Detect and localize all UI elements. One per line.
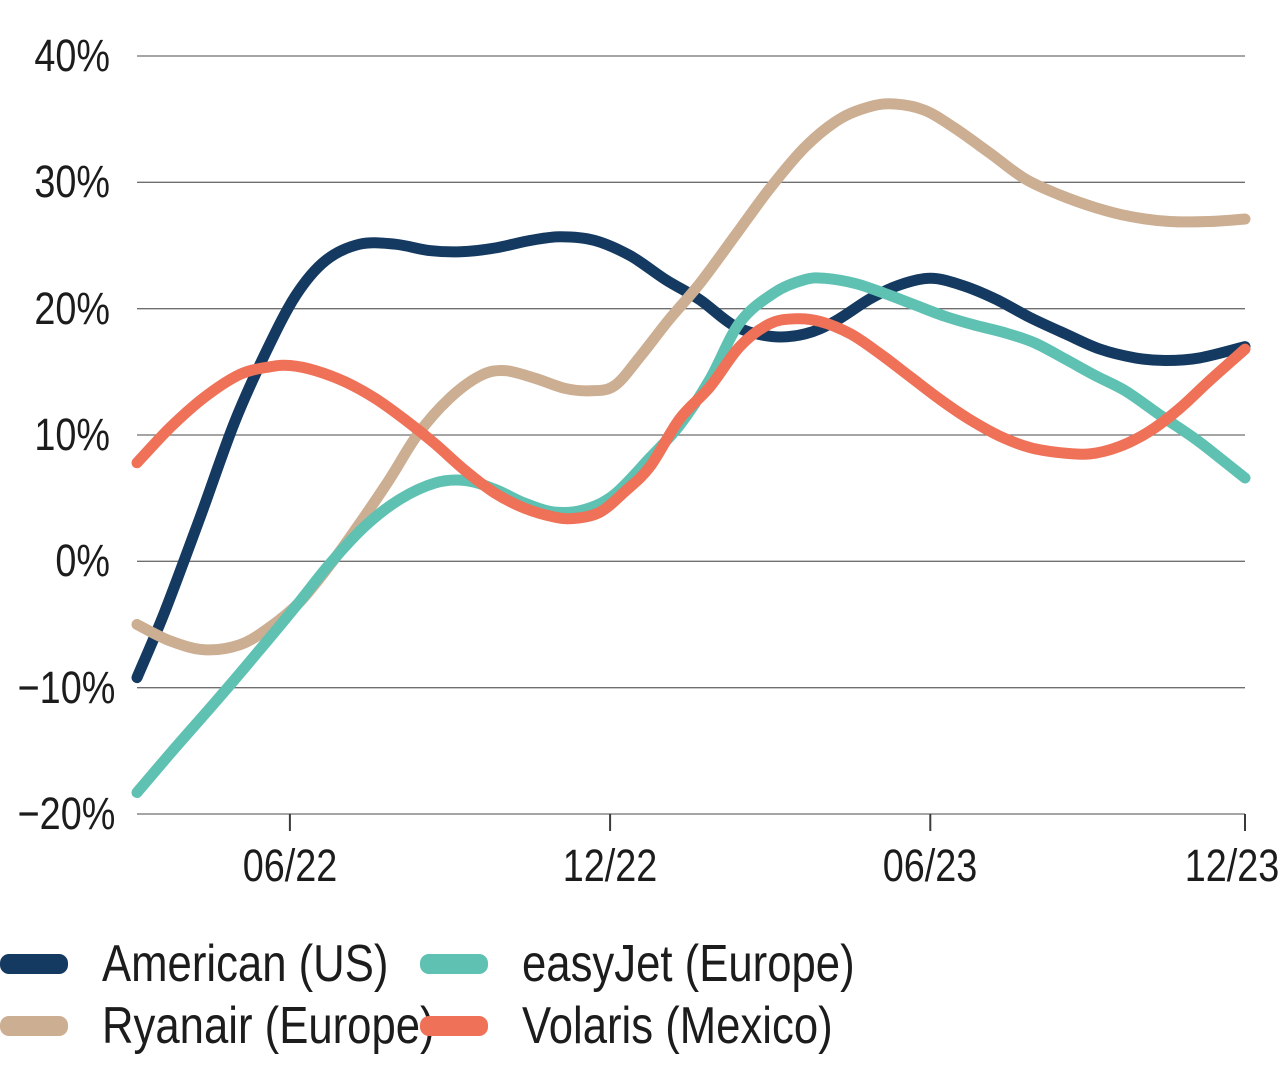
legend-swatch-easyjet-europe [420, 954, 488, 974]
legend-item-easyjet-europe: easyJet (Europe) [420, 938, 918, 990]
y-axis-label-20: 20% [34, 283, 110, 334]
legend-label-american-us: American (US) [102, 935, 389, 993]
series-line-easyjet-europe [131, 272, 1251, 798]
series-line-volaris-mexico [131, 313, 1251, 525]
legend-item-american-us: American (US) [0, 938, 443, 990]
legend-label-volaris-mexico: Volaris (Mexico) [522, 997, 833, 1055]
y-axis-label-0: 0% [55, 535, 110, 586]
y-axis-label-30: 30% [34, 156, 110, 207]
x-axis-label-06-22: 06/22 [242, 840, 338, 891]
x-axis-label-12-22: 12/22 [562, 840, 658, 891]
y-axis-label-40: 40% [34, 30, 110, 81]
y-axis-label-20: −20% [17, 788, 116, 839]
y-axis-label-10: 10% [34, 409, 110, 460]
legend-item-volaris-mexico: Volaris (Mexico) [420, 1000, 892, 1052]
legend-label-easyjet-europe: easyJet (Europe) [522, 935, 855, 993]
x-axis-label-12-23: 12/23 [1184, 840, 1280, 891]
y-axis-label-10: −10% [17, 662, 116, 713]
series-line-american-us [131, 231, 1251, 684]
series-line-ryanair-europe [131, 98, 1251, 656]
legend-swatch-american-us [0, 954, 68, 974]
legend-swatch-volaris-mexico [420, 1016, 488, 1036]
legend-item-ryanair-europe: Ryanair (Europe) [0, 1000, 498, 1052]
x-axis-label-06-23: 06/23 [882, 840, 978, 891]
legend-label-ryanair-europe: Ryanair (Europe) [102, 997, 435, 1055]
legend-swatch-ryanair-europe [0, 1016, 68, 1036]
